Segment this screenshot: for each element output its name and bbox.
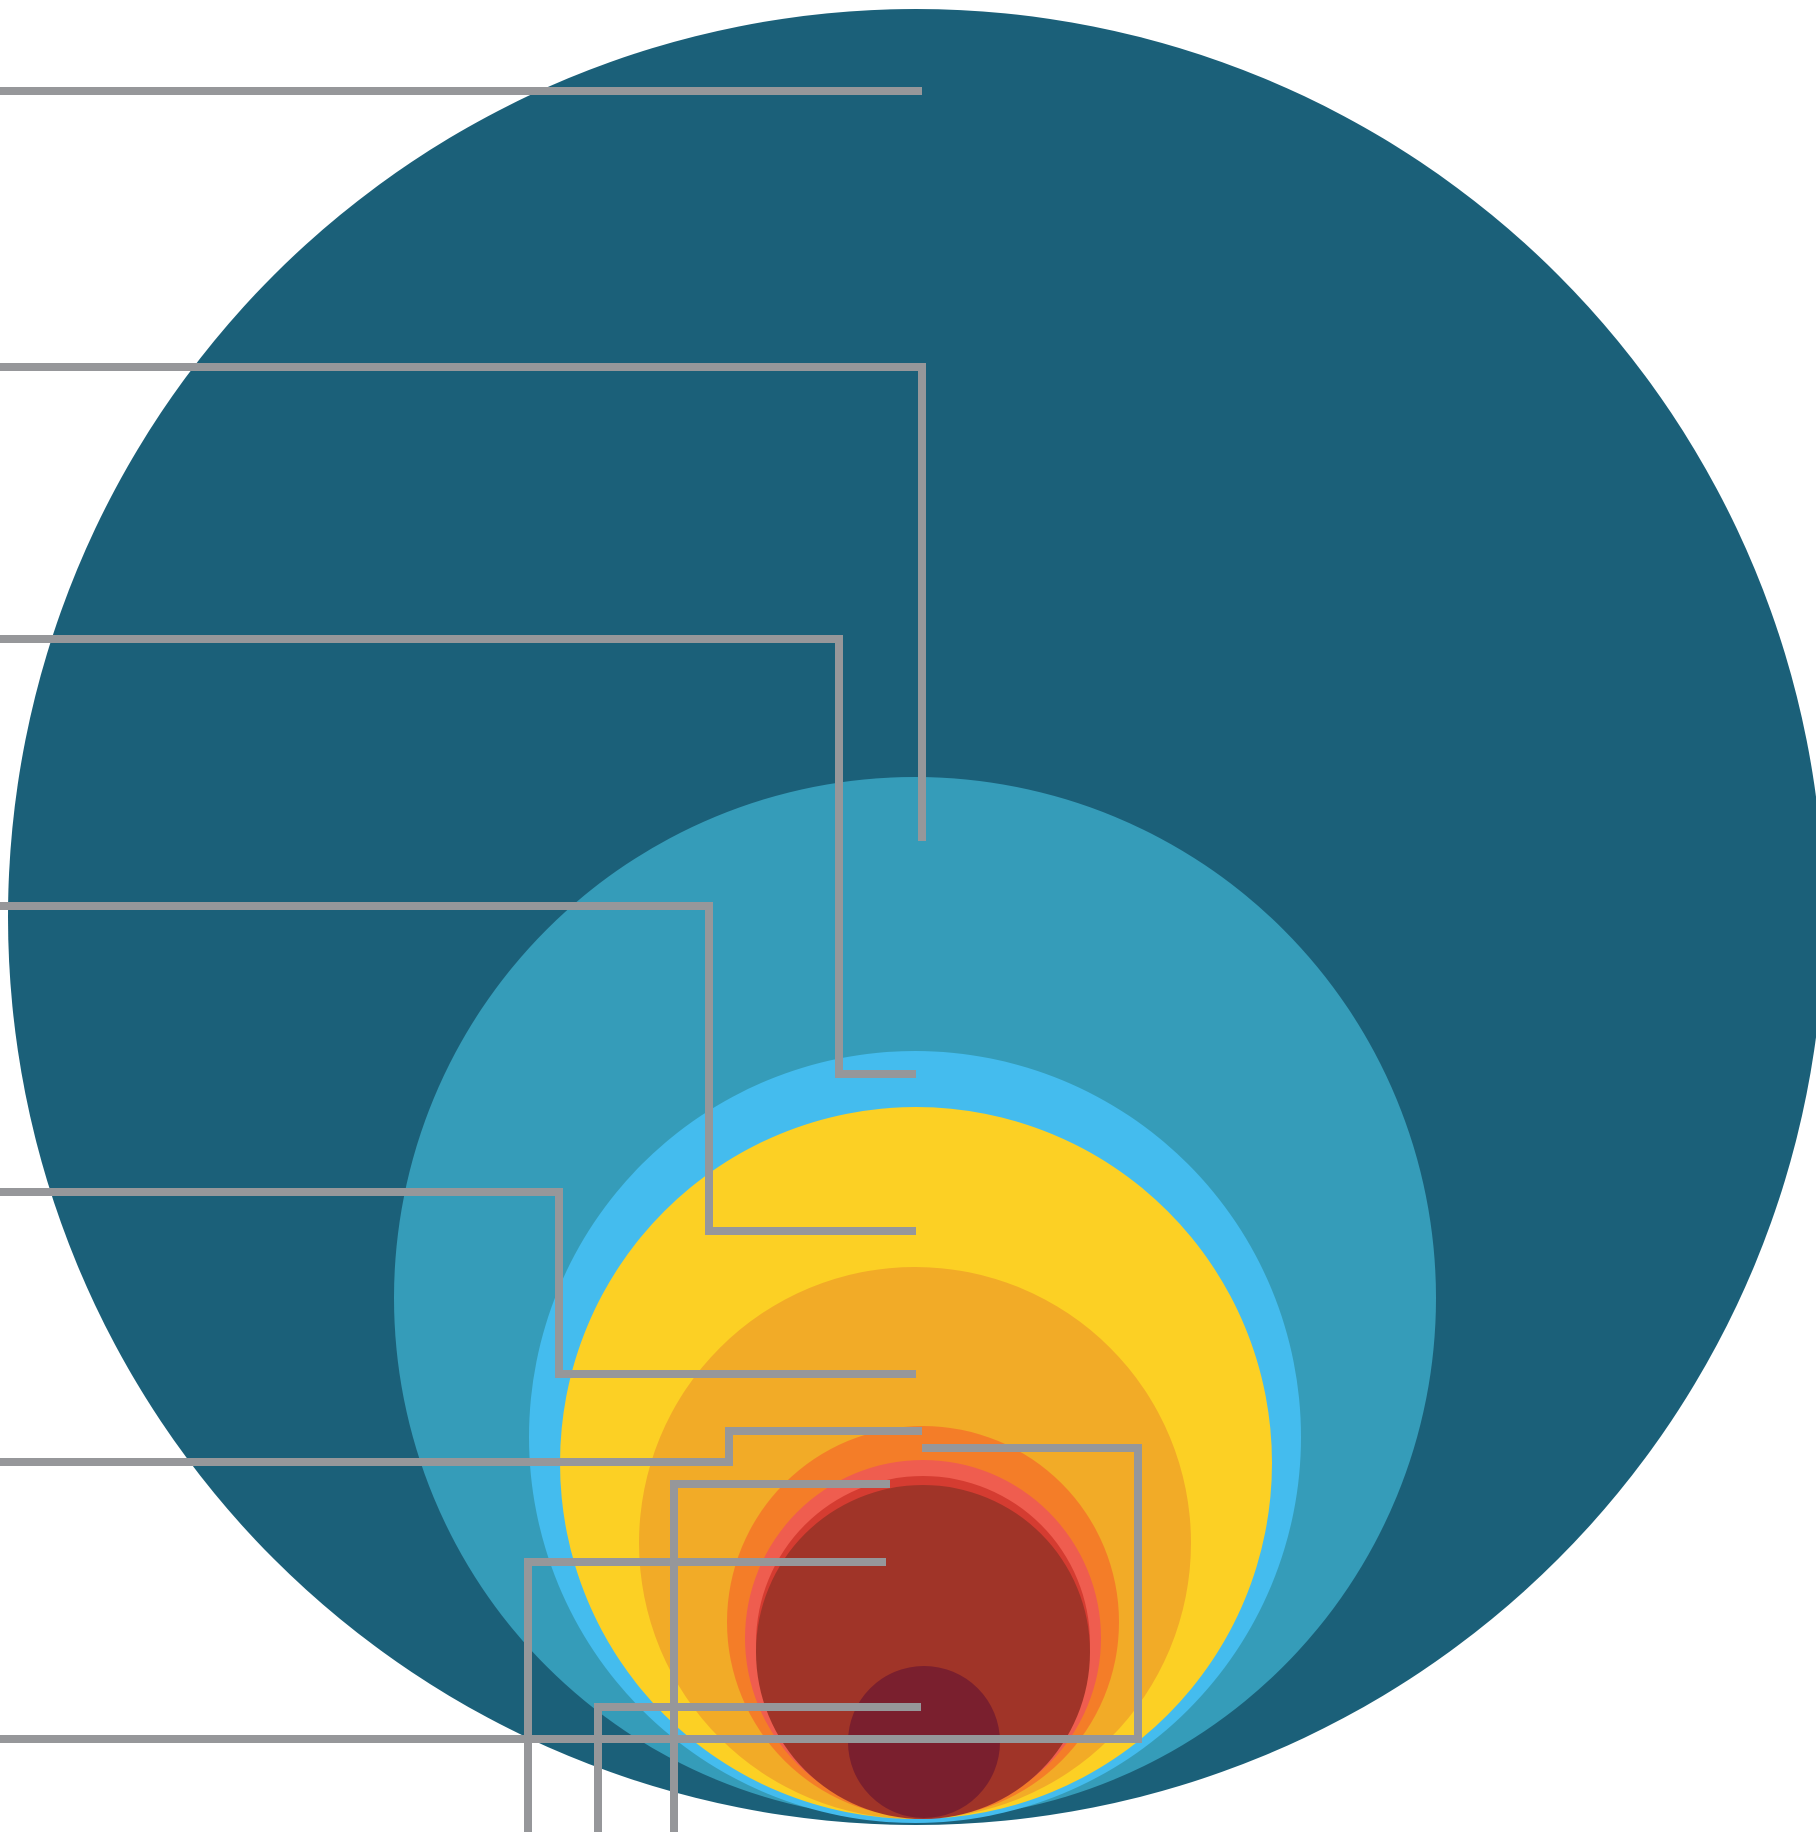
leader-line-level-6 [0,1427,922,1466]
leader-line-level-9 [524,1558,886,1832]
leader-line-level-5 [0,1188,916,1378]
leader-line-level-8 [670,1480,890,1832]
circles-group [8,9,1816,1825]
leader-line-level-2 [0,363,926,841]
leader-line-level-10 [594,1703,921,1832]
leader-line-level-7 [0,1444,1142,1743]
leader-line-level-3 [0,635,916,1078]
leader-lines-group [0,87,1142,1832]
leader-line-level-4 [0,902,916,1235]
